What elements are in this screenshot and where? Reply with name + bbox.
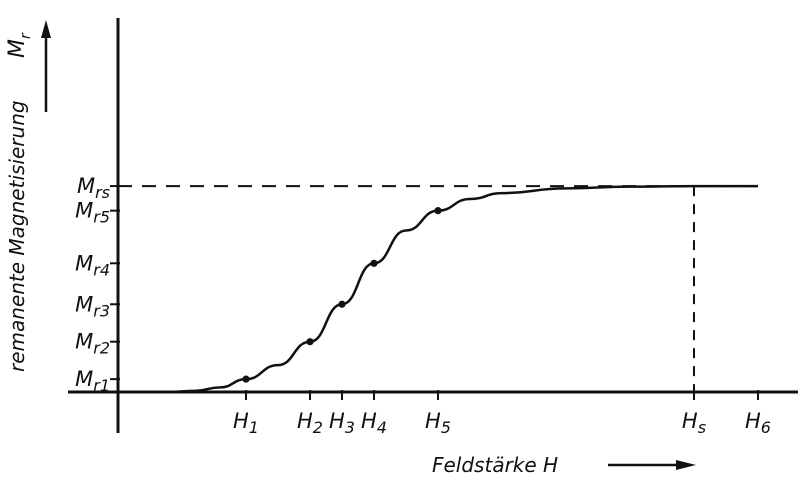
data-point-1 <box>242 375 250 383</box>
data-point-4 <box>370 259 378 267</box>
x-direction-arrow <box>608 460 696 470</box>
x-tick-label-4: H4 <box>361 409 387 437</box>
x-tick-label-6: Hs <box>682 409 706 437</box>
y-tick-label-6: Mrs <box>77 174 110 202</box>
x-tick-label-5: H5 <box>425 409 451 437</box>
x-tick-label-7: H6 <box>745 409 771 437</box>
magnetization-curve <box>118 184 758 394</box>
y-axis-title: remanente Magnetisierung <box>5 100 29 372</box>
y-tick-label-5: Mr5 <box>75 199 110 227</box>
svg-text:r: r <box>18 32 34 39</box>
y-tick-label-1: Mr1 <box>75 367 110 395</box>
data-point-3 <box>338 300 346 308</box>
y-axis-symbol: M r <box>5 32 34 58</box>
data-point-2 <box>306 338 314 346</box>
x-tick-label-1: H1 <box>233 409 259 437</box>
x-tick-label-3: H3 <box>329 409 355 437</box>
y-tick-label-2: Mr2 <box>75 330 110 358</box>
y-tick-label-4: Mr4 <box>75 251 110 279</box>
y-tick-label-3: Mr3 <box>75 292 110 320</box>
x-tick-label-2: H2 <box>297 409 323 437</box>
data-point-5 <box>434 207 442 215</box>
y-direction-arrow <box>41 20 51 112</box>
x-axis-title: Feldstärke H <box>432 453 558 477</box>
svg-text:M: M <box>5 39 30 58</box>
